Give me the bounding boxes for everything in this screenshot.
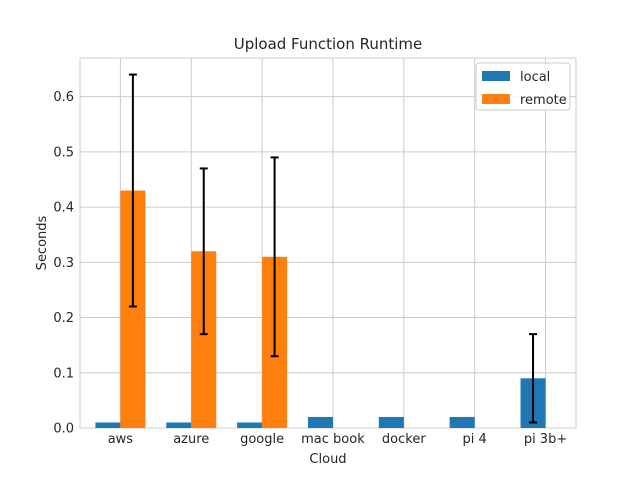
legend-swatch-remote (482, 94, 510, 104)
x-tick-label: google (240, 432, 284, 447)
legend-swatch-local (482, 71, 510, 81)
bar-local (307, 416, 333, 428)
x-axis-label: Cloud (309, 452, 346, 467)
x-tick-label: mac book (301, 432, 365, 447)
x-tick-label: docker (382, 432, 426, 447)
bar-local (166, 422, 192, 428)
x-tick-label: aws (108, 432, 134, 447)
y-tick-label: 0.6 (53, 90, 74, 105)
bar-local (95, 422, 121, 428)
y-tick-label: 0.1 (53, 366, 74, 381)
y-tick-label: 0.5 (53, 145, 74, 160)
legend: local remote (475, 62, 571, 111)
bars (95, 190, 546, 428)
y-tick-label: 0.2 (53, 311, 74, 326)
y-tick-labels: 0.0 0.1 0.2 0.3 0.4 0.5 0.6 (53, 90, 74, 436)
y-tick-label: 0.0 (53, 422, 74, 437)
gridlines (80, 58, 576, 429)
x-tick-label: pi 4 (463, 432, 487, 447)
y-axis-label: Seconds (35, 215, 50, 270)
bar-local (237, 422, 263, 428)
legend-label-local: local (520, 70, 550, 85)
y-tick-label: 0.3 (53, 256, 74, 271)
bar-local (378, 416, 404, 428)
error-bars (128, 73, 538, 424)
x-tick-label: pi 3b+ (524, 432, 567, 447)
chart-title: Upload Function Runtime (234, 35, 423, 53)
bar-local (449, 416, 475, 428)
x-tick-labels: aws azure google mac book docker pi 4 pi 3b+ (108, 432, 568, 447)
legend-label-remote: remote (520, 93, 567, 108)
x-tick-label: azure (173, 432, 209, 447)
y-tick-label: 0.4 (53, 201, 74, 216)
